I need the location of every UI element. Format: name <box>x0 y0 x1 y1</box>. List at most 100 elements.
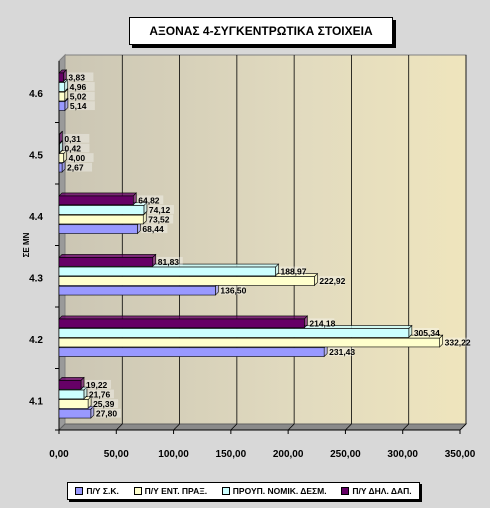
x-tick-label: 0,00 <box>49 449 69 460</box>
bar-data-label-bg <box>279 266 306 276</box>
bar <box>58 72 64 83</box>
bar-data-label: 0,31 <box>64 134 81 144</box>
bar <box>58 205 145 215</box>
gridline-floor <box>402 423 409 431</box>
bar-data-label-bg <box>68 82 95 91</box>
legend-item-series-2: Π/Υ ΕΝΤ. ΠΡΑΞ. <box>133 486 208 496</box>
bar <box>58 276 315 286</box>
bar <box>58 101 66 111</box>
bar-data-label-bg <box>92 399 119 408</box>
bar-data-label: 73,52 <box>148 214 170 224</box>
bar-data-label: 5,14 <box>70 101 87 111</box>
x-tick-label: 250,00 <box>330 449 361 460</box>
bar-data-label: 4,96 <box>70 82 87 92</box>
bar <box>58 82 65 92</box>
bar-data-label-bg <box>147 205 174 214</box>
gridline-floor <box>173 423 180 431</box>
y-category-label: 4.6 <box>29 89 43 100</box>
y-category-label: 4.4 <box>29 212 43 223</box>
legend-swatch-4 <box>341 487 350 495</box>
legend-label-2: Π/Υ ΕΝΤ. ΠΡΑΞ. <box>144 486 208 496</box>
bar-data-label: 222,92 <box>319 276 345 286</box>
bar-data-label: 332,22 <box>445 337 471 347</box>
bar-data-label-bg <box>141 224 168 234</box>
x-tick-label: 200,00 <box>273 449 304 460</box>
bar <box>58 285 216 296</box>
bar-data-label: 68,44 <box>142 224 164 234</box>
bar-data-label: 25,39 <box>93 399 115 409</box>
bar-data-label-bg <box>147 214 174 224</box>
y-category-label: 4.5 <box>29 150 43 161</box>
legend-item-series-4: Π/Υ ΔΗΛ. ΔΑΠ. <box>341 486 412 496</box>
x-tick-label: 100,00 <box>158 449 189 460</box>
bar-data-label-bg <box>68 91 95 101</box>
plot-floor <box>57 423 468 431</box>
bar-data-label-bg <box>318 276 345 285</box>
bar-top-face <box>58 377 85 381</box>
bar-data-label-bg <box>63 143 90 153</box>
bar <box>58 143 60 154</box>
bar <box>58 91 66 102</box>
legend-label-1: Π/Υ Σ.Κ. <box>86 486 119 496</box>
bar-data-label-bg <box>412 328 439 337</box>
bar <box>58 195 134 206</box>
plot-back-wall <box>64 54 467 425</box>
x-tick-label: 150,00 <box>216 449 247 460</box>
legend-label-4: Π/Υ ΔΗΛ. ΔΑΠ. <box>352 486 412 496</box>
bar-data-label-bg <box>68 101 95 111</box>
plot-side-wall <box>58 53 66 432</box>
x-tick-label: 300,00 <box>387 449 418 460</box>
gridline-floor <box>230 423 238 431</box>
bar-data-label: 19,22 <box>86 380 108 390</box>
legend-swatch-1 <box>75 487 84 495</box>
bar-data-label: 27,80 <box>96 409 118 419</box>
bar <box>58 153 64 163</box>
bar <box>58 214 144 225</box>
bar <box>58 162 63 173</box>
y-category-label: 4.3 <box>29 273 43 284</box>
bar-data-label-bg <box>66 162 93 172</box>
bar-data-label: 64,82 <box>138 195 160 205</box>
bar <box>58 347 325 357</box>
bar <box>58 328 410 338</box>
bar <box>58 399 89 409</box>
bar-top-face <box>58 315 309 320</box>
x-tick-label: 50,00 <box>104 449 129 460</box>
bar-data-label: 5,02 <box>70 91 87 101</box>
gridline-floor <box>116 423 123 431</box>
bar-data-label-bg <box>87 389 114 399</box>
bar-data-label-bg <box>328 347 355 357</box>
bar <box>58 224 138 234</box>
bar <box>58 257 154 267</box>
bar <box>58 134 60 144</box>
bar <box>58 266 276 277</box>
bar-top-face <box>58 254 157 258</box>
bar-data-label-bg <box>156 256 183 266</box>
bar-data-label: 188,97 <box>281 266 307 276</box>
legend-swatch-2 <box>133 487 142 495</box>
chart-title: ΑΞΟΝΑΣ 4-ΣΥΓΚΕΝΤΡΩΤΙΚΑ ΣΤΟΙΧΕΙΑ <box>129 17 393 45</box>
legend-label-3: ΠΡΟΥΠ. ΝΟΜΙΚ. ΔΕΣΜ. <box>232 486 327 496</box>
bar-data-label: 2,67 <box>67 163 84 173</box>
x-tick-label: 350,00 <box>445 449 476 460</box>
bar-data-label-bg <box>85 379 112 389</box>
gridline-floor <box>459 423 467 431</box>
bar-data-label-bg <box>94 408 121 418</box>
bar-data-label: 231,43 <box>329 347 355 357</box>
y-axis-title: ΣΕ ΜΝ <box>22 232 31 257</box>
bar-data-label-bg <box>443 337 470 347</box>
bar-data-label-bg <box>137 195 164 205</box>
legend-item-series-3: ΠΡΟΥΠ. ΝΟΜΙΚ. ΔΕΣΜ. <box>221 486 327 496</box>
bar-data-label-bg <box>67 153 94 162</box>
gridline-floor <box>345 423 352 431</box>
bar-data-label-bg <box>219 285 246 295</box>
bar <box>58 318 305 329</box>
bar-top-face <box>58 192 137 197</box>
legend-swatch-3 <box>221 487 230 495</box>
bar-data-label-bg <box>308 318 335 328</box>
bar-data-label-bg <box>63 133 90 143</box>
bar <box>58 408 92 419</box>
bar-data-label: 81,83 <box>158 257 180 267</box>
